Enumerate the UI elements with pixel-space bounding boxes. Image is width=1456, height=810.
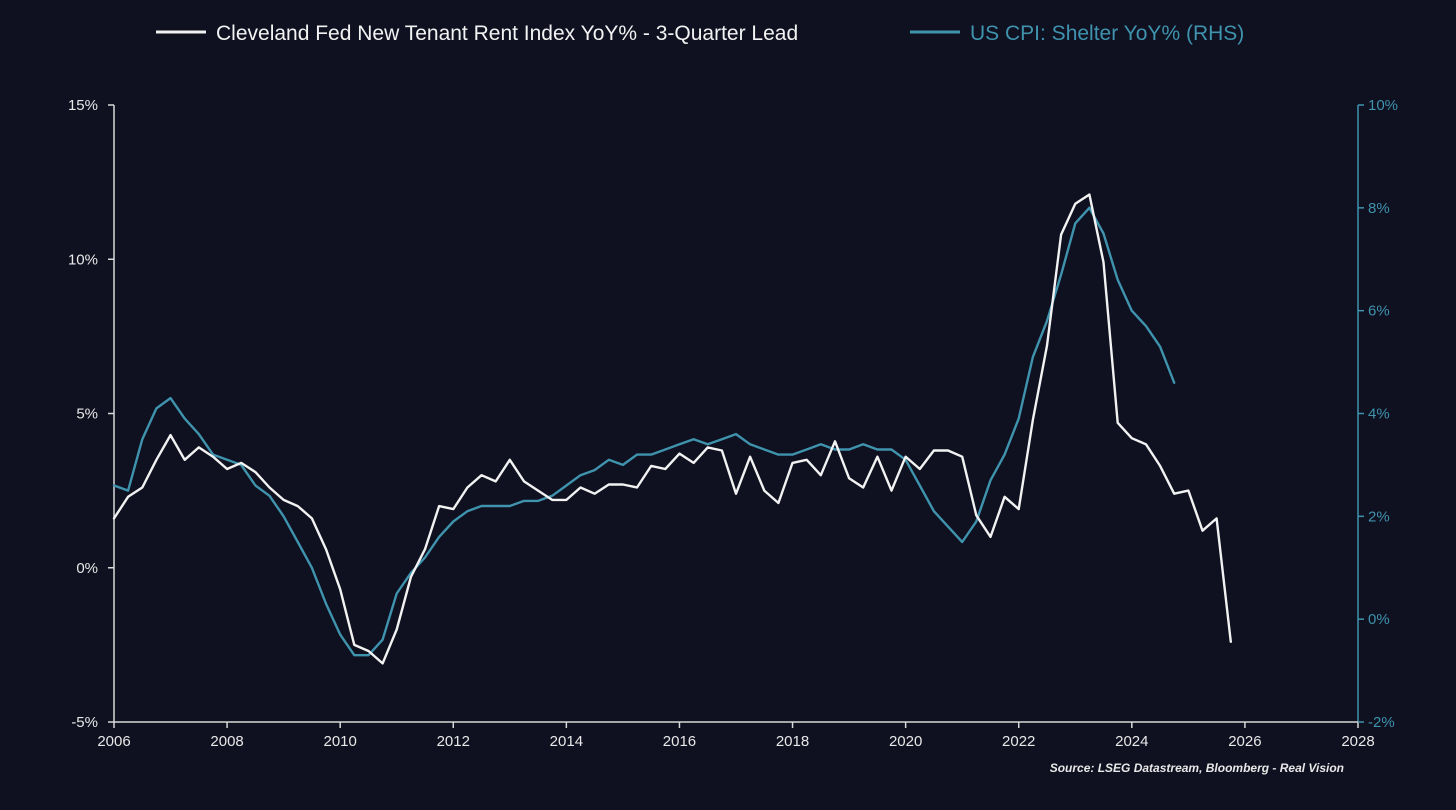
right-tick-label: 0%	[1368, 611, 1390, 628]
left-tick-label: 15%	[68, 97, 98, 114]
right-tick-label: 2%	[1368, 508, 1390, 525]
x-tick-label: 2008	[210, 733, 243, 750]
x-tick-label: 2028	[1341, 733, 1374, 750]
right-tick-label: -2%	[1368, 714, 1395, 731]
x-tick-label: 2006	[97, 733, 130, 750]
legend-label-1: US CPI: Shelter YoY% (RHS)	[970, 22, 1244, 45]
source-note: Source: LSEG Datastream, Bloomberg - Rea…	[1050, 761, 1344, 775]
series-layer	[112, 193, 1233, 665]
x-tick-label: 2026	[1228, 733, 1261, 750]
legend-label-0: Cleveland Fed New Tenant Rent Index YoY%…	[216, 22, 798, 45]
series-line-new-tenant-rent	[112, 193, 1233, 665]
left-axis-ticks: -5% 0% 5% 10% 15%	[68, 97, 114, 731]
x-tick-label: 2010	[323, 733, 356, 750]
x-tick-label: 2022	[1002, 733, 1035, 750]
left-tick-label: 5%	[76, 406, 98, 423]
x-tick-label: 2016	[663, 733, 696, 750]
left-tick-label: 10%	[68, 251, 98, 268]
x-tick-label: 2014	[550, 733, 583, 750]
x-axis-ticks: 2006 2008 2010 2012 2014 2016 2018 2020 2022 2024…	[97, 722, 1375, 750]
left-tick-label: -5%	[71, 714, 98, 731]
x-tick-label: 2024	[1115, 733, 1148, 750]
series-line-cpi-shelter	[112, 206, 1176, 657]
x-tick-label: 2012	[437, 733, 470, 750]
x-tick-label: 2020	[889, 733, 922, 750]
legend: Cleveland Fed New Tenant Rent Index YoY%…	[156, 22, 1244, 45]
right-tick-label: 4%	[1368, 406, 1390, 423]
right-tick-label: 10%	[1368, 97, 1398, 114]
x-tick-label: 2018	[776, 733, 809, 750]
right-axis-ticks: -2% 0% 2% 4% 6% 8% 10%	[1358, 97, 1398, 731]
right-tick-label: 6%	[1368, 303, 1390, 320]
left-tick-label: 0%	[76, 560, 98, 577]
right-tick-label: 8%	[1368, 200, 1390, 217]
